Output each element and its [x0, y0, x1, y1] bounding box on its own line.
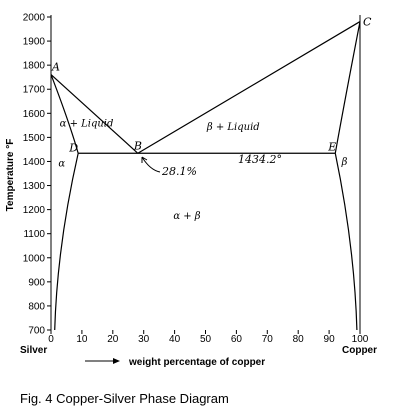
- region-label: α: [58, 158, 65, 169]
- phase-boundaries: [50, 21, 361, 331]
- y-tick-label: 1200: [23, 205, 46, 216]
- region-label: β + Liquid: [206, 122, 260, 133]
- point-label-a: A: [51, 61, 60, 74]
- y-axis-label: Temperature °F: [5, 139, 16, 212]
- y-tick-label: 2000: [23, 13, 46, 24]
- y-tick-label: 700: [28, 326, 45, 337]
- eutectic-temperature-label: 1434.2°: [238, 153, 282, 166]
- point-label-b: B: [133, 139, 142, 152]
- y-tick-label: 1000: [23, 253, 46, 264]
- y-tick-label: 1600: [23, 109, 46, 120]
- eutectic-pointer-arrow: [141, 156, 161, 173]
- x-tick-label: 50: [200, 334, 212, 345]
- y-tick-label: 1900: [23, 37, 46, 48]
- x-tick-label: 30: [138, 334, 150, 345]
- x-tick-label: 10: [76, 334, 88, 345]
- x-tick-label: 70: [262, 334, 274, 345]
- silver-label: Silver: [20, 345, 47, 356]
- y-tick-label: 1500: [23, 133, 46, 144]
- point-label-d: D: [68, 141, 78, 154]
- x-tick-label: 80: [293, 334, 305, 345]
- liquidus-line-ab: [50, 74, 139, 154]
- eutectic-composition-label: 28.1%: [161, 165, 197, 178]
- x-tick-label: 90: [324, 334, 336, 345]
- region-label: β: [341, 157, 348, 168]
- x-axis-label: weight percentage of copper: [128, 357, 265, 368]
- y-tick-label: 800: [28, 301, 45, 312]
- y-tick-label: 1300: [23, 181, 46, 192]
- point-label-c: C: [363, 16, 372, 29]
- point-labels: A B C D E: [51, 16, 372, 155]
- alpha-solvus-line: [54, 153, 79, 331]
- point-label-e: E: [327, 140, 336, 153]
- x-axis-ticks: 0 10 20 30 40 50 60 70 80 90 100: [48, 330, 369, 345]
- y-tick-label: 1100: [23, 229, 45, 240]
- beta-solvus-line: [334, 153, 358, 331]
- alpha-solidus-line: [50, 74, 79, 154]
- x-tick-label: 100: [352, 334, 369, 345]
- y-tick-label: 900: [28, 277, 45, 288]
- y-tick-label: 1800: [23, 61, 46, 72]
- x-axis-arrow: [85, 358, 120, 364]
- x-tick-label: 40: [169, 334, 181, 345]
- figure-caption: Fig. 4 Copper-Silver Phase Diagram: [20, 391, 229, 406]
- x-tick-label: 0: [48, 334, 54, 345]
- beta-solidus-line: [334, 21, 361, 154]
- y-tick-label: 1700: [23, 85, 46, 96]
- region-label: α + Liquid: [60, 119, 114, 130]
- region-labels: α α + Liquid β + Liquid α + β β: [58, 119, 347, 223]
- region-label: α + β: [173, 211, 200, 222]
- x-tick-label: 60: [231, 334, 243, 345]
- y-axis-ticks: 700 800 900 1000 1100 1200 1300 1400 1500 1600 170…: [23, 13, 51, 337]
- copper-label: Copper: [342, 345, 377, 356]
- y-tick-label: 1400: [23, 157, 46, 168]
- liquidus-line-bc: [137, 21, 361, 154]
- x-tick-label: 20: [107, 334, 119, 345]
